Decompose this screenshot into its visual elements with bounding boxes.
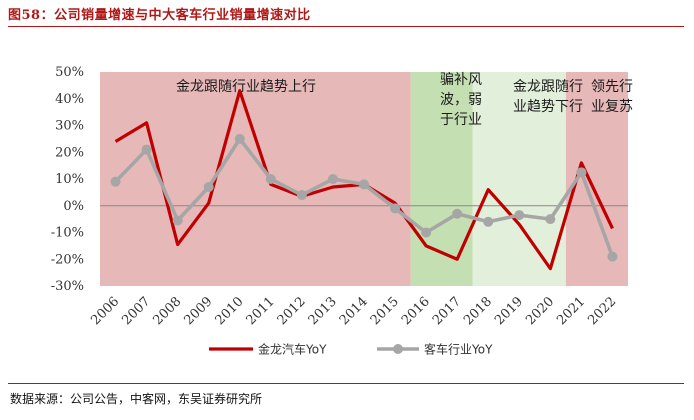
band-label: 波，弱 [440,92,482,108]
x-tick-label: 2016 [399,294,433,328]
x-tick-label: 2009 [182,294,216,328]
series-point [483,216,494,227]
x-tick-label: 2008 [150,294,184,328]
series-point [172,215,183,226]
x-tick-label: 2022 [585,294,619,328]
y-tick-label: -30% [51,279,84,294]
y-tick-label: 40% [55,92,84,107]
x-tick-label: 2015 [368,294,402,328]
legend-marker-1 [393,344,403,354]
y-tick-label: -10% [51,226,84,241]
band-label: 金龙跟随行 [513,79,583,95]
x-tick-label: 2021 [554,294,588,328]
band-label: 于行业 [440,112,482,128]
series-point [421,227,432,238]
series-point [545,214,556,225]
band-label: 业复苏 [591,98,633,115]
series-point [234,133,245,144]
series-point [296,190,307,201]
y-tick-label: 50% [55,65,84,80]
x-tick-label: 2018 [461,294,495,328]
x-tick-label: 2011 [244,294,278,328]
source-rule [8,383,684,384]
series-point [576,167,587,178]
title-rule [8,26,684,27]
series-point [452,208,463,219]
band-label: 领先行 [591,79,633,95]
y-tick-label: 10% [55,172,84,187]
series-point [265,174,276,184]
x-tick-label: 2020 [523,294,557,328]
legend: 金龙汽车YoY 客车行业YoY [209,342,493,357]
x-tick-label: 2014 [337,294,371,328]
x-tick-label: 2007 [119,294,153,328]
line-chart: 50%40%30%20%10%0%-10%-20%-30%20062007200… [51,65,633,357]
series-point [359,179,369,190]
x-tick-label: 2019 [492,294,526,328]
series-point [327,174,338,184]
band-label: 业趋势下行 [513,99,583,115]
figure-title: 图58：公司销量增速与中大客车行业销量增速对比 [8,8,311,23]
band-0 [100,72,411,286]
legend-label-1: 客车行业YoY [424,342,493,357]
legend-label-0: 金龙汽车YoY [258,342,327,357]
x-tick-label: 2013 [306,294,340,328]
x-tick-label: 2012 [275,294,309,328]
series-point [141,144,152,155]
y-tick-label: 30% [55,119,84,134]
y-tick-label: 20% [55,145,84,160]
band-label: 金龙跟随行业趋势上行 [176,79,316,95]
series-point [514,210,525,221]
source-note: 数据来源：公司公告，中客网，东吴证券研究所 [10,392,263,406]
x-tick-label: 2006 [88,294,122,328]
series-point [607,251,618,262]
x-tick-label: 2017 [430,294,464,328]
y-tick-label: 0% [63,199,84,214]
x-tick-label: 2010 [213,294,247,328]
band-label: 骗补风 [440,72,482,88]
series-point [203,182,214,193]
y-tick-label: -20% [51,252,84,267]
band-2 [472,72,566,286]
series-point [110,176,121,187]
series-point [390,203,401,214]
